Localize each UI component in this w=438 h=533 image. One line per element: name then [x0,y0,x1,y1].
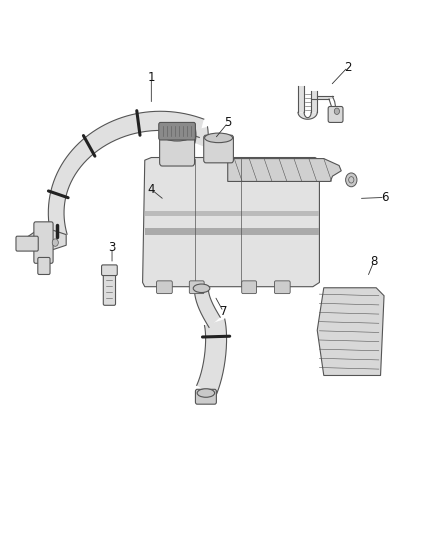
FancyBboxPatch shape [156,281,172,294]
Circle shape [334,108,339,115]
Polygon shape [145,211,319,216]
Polygon shape [317,288,384,375]
Ellipse shape [193,284,210,293]
Polygon shape [194,290,220,327]
FancyBboxPatch shape [159,132,194,166]
FancyBboxPatch shape [34,222,53,263]
Text: 8: 8 [370,255,378,268]
Polygon shape [48,111,204,240]
Polygon shape [195,127,208,148]
Polygon shape [27,227,66,253]
Ellipse shape [197,389,215,397]
FancyBboxPatch shape [204,135,233,163]
Text: 2: 2 [344,61,352,74]
Ellipse shape [162,130,192,141]
Polygon shape [311,96,332,99]
Circle shape [52,239,58,246]
Text: 7: 7 [219,305,227,318]
FancyBboxPatch shape [103,270,116,305]
FancyBboxPatch shape [242,281,257,294]
FancyBboxPatch shape [195,389,216,404]
Ellipse shape [205,133,233,143]
FancyBboxPatch shape [16,236,38,251]
Text: 6: 6 [381,191,389,204]
Text: 3: 3 [108,241,116,254]
Polygon shape [197,319,226,398]
FancyBboxPatch shape [189,281,204,294]
Text: 4: 4 [148,183,155,196]
FancyBboxPatch shape [102,265,117,276]
Polygon shape [143,158,319,287]
Polygon shape [297,86,304,112]
Polygon shape [298,112,317,119]
Text: 1: 1 [148,71,155,84]
Polygon shape [228,159,341,181]
Polygon shape [311,91,317,112]
Circle shape [346,173,357,187]
FancyBboxPatch shape [159,123,195,140]
FancyBboxPatch shape [38,257,50,274]
Text: 5: 5 [224,117,231,130]
FancyBboxPatch shape [328,107,343,123]
Polygon shape [145,228,319,235]
FancyBboxPatch shape [275,281,290,294]
